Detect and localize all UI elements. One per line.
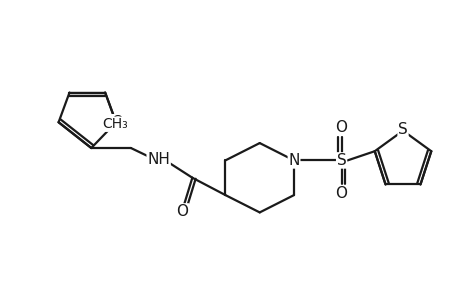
Text: CH₃: CH₃ xyxy=(102,117,128,131)
Text: NH: NH xyxy=(147,152,170,167)
Text: S: S xyxy=(397,122,407,137)
Text: O: O xyxy=(111,115,123,130)
Text: O: O xyxy=(176,204,188,219)
Text: N: N xyxy=(288,153,299,168)
Text: O: O xyxy=(335,120,347,135)
Text: O: O xyxy=(335,186,347,201)
Text: S: S xyxy=(336,153,346,168)
